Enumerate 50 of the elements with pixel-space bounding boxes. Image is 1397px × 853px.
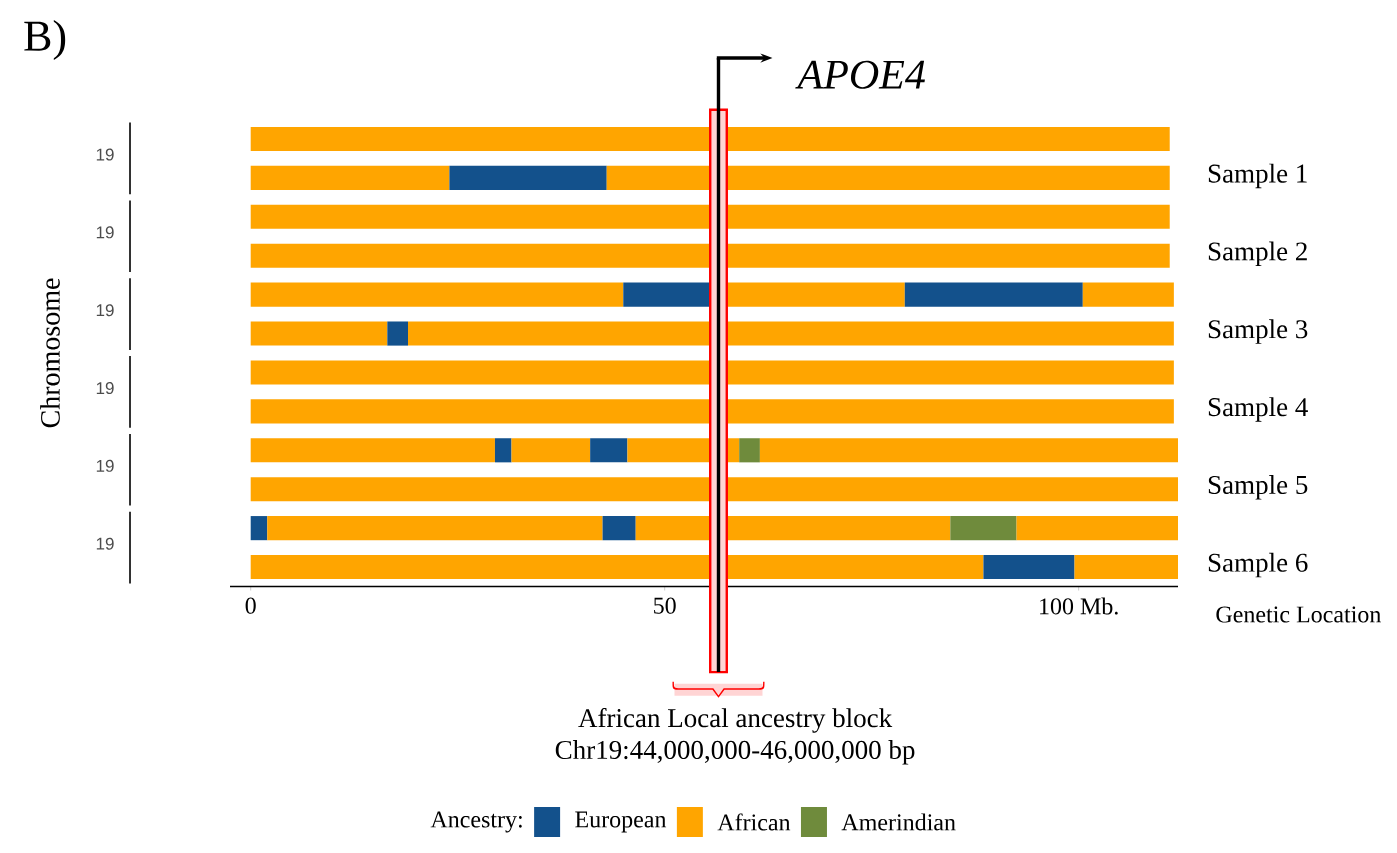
ref-line-label: APOE4 (795, 60, 925, 89)
bar (739, 438, 760, 463)
bar (904, 282, 1083, 307)
text: 19 (96, 459, 114, 472)
text: Sample 6 (1208, 552, 1308, 578)
bar (250, 438, 495, 463)
text: Sample 3 (1208, 319, 1308, 344)
text: Sample 2 (1208, 241, 1307, 266)
text: Sample 4 (1208, 397, 1308, 422)
text: 19 (96, 148, 114, 161)
text: European (575, 811, 667, 833)
bar (759, 438, 1179, 463)
text: Sample 5 (1208, 475, 1308, 500)
bar (250, 360, 1174, 385)
bar (250, 243, 1170, 268)
x-tick-label: 100 Mb. (1040, 597, 1118, 615)
bar (494, 438, 512, 463)
bar (983, 554, 1075, 580)
text: 19 (96, 226, 114, 239)
text: 19 (96, 537, 114, 550)
bar (250, 321, 388, 346)
bar (250, 165, 450, 190)
bar (1082, 282, 1174, 307)
text: Chromosome (40, 278, 60, 428)
text: African Local ancestry block (578, 707, 893, 733)
bar (250, 204, 1170, 229)
text: Ancestry: (430, 811, 522, 833)
bar (250, 554, 984, 580)
bar (623, 282, 711, 307)
x-tick-label: 0 (245, 597, 256, 614)
text: 19 (96, 304, 114, 317)
bar (1074, 554, 1179, 580)
bar (590, 438, 628, 463)
bar (250, 477, 1179, 502)
text: African (717, 813, 791, 831)
text: Chr19:44,000,000-46,000,000 bp (555, 740, 915, 765)
bar (449, 165, 607, 190)
bar (250, 399, 1174, 424)
bar (250, 126, 1170, 152)
text: Amerindian (841, 813, 956, 831)
text: B) (24, 20, 66, 60)
bar (511, 438, 591, 463)
x-axis-title: Genetic Location (1216, 606, 1382, 623)
x-tick-label: 50 (654, 597, 676, 614)
bar (408, 321, 1174, 346)
text: Sample 1 (1208, 163, 1307, 189)
bar (250, 282, 624, 307)
bar (606, 165, 1170, 190)
bar (387, 321, 409, 346)
text: 19 (96, 382, 114, 395)
